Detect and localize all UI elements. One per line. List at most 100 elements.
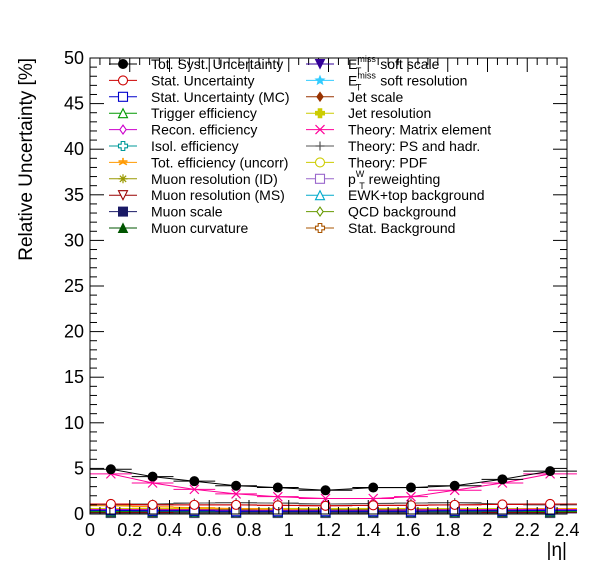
legend-entry: Recon. efficiency	[109, 122, 257, 138]
x-tick-label: 0.6	[197, 520, 222, 540]
y-tick-label: 25	[64, 276, 84, 296]
data-point	[231, 480, 242, 491]
x-tick-label: 2.2	[515, 520, 540, 540]
data-point	[272, 482, 283, 493]
x-tick-label: 2.4	[554, 520, 579, 540]
legend-marker	[314, 173, 326, 184]
legend-entry: Emiss T soft scale	[306, 54, 440, 76]
series-1	[90, 464, 577, 496]
series-2	[90, 498, 577, 511]
data-point	[231, 489, 242, 499]
y-tick-label: 5	[74, 458, 84, 478]
legend-label: Emiss T soft scale	[348, 54, 440, 76]
legend-label: Theory: PDF	[348, 154, 427, 170]
legend-entry: Stat. Uncertainty	[109, 72, 255, 88]
data-point	[545, 466, 556, 477]
legend-label: Recon. efficiency	[151, 122, 257, 138]
data-point	[105, 464, 116, 475]
x-tick-label: 0	[85, 520, 95, 540]
data-point	[189, 499, 200, 510]
legend-entry: Muon resolution (MS)	[109, 187, 285, 203]
y-axis: 0 5 10 15 20 25 30 35 40 45 50	[64, 48, 567, 524]
legend-label: Theory: PS and hadr.	[348, 138, 480, 154]
legend-label: Jet scale	[348, 89, 403, 105]
legend-marker	[314, 59, 326, 70]
legend-label: EWK+top background	[348, 187, 485, 203]
legend-entry: Muon scale	[109, 204, 223, 220]
x-tick-label: 1.8	[435, 520, 460, 540]
legend-marker	[315, 108, 325, 119]
data-point	[320, 500, 331, 511]
legend-entry: Tot. Syst. Uncertainty	[109, 56, 283, 72]
legend-label: Stat. Uncertainty	[151, 72, 255, 88]
data-point	[545, 498, 556, 510]
y-tick-label: 40	[64, 139, 84, 159]
data-point	[405, 500, 417, 511]
data-point	[272, 500, 283, 511]
data-point	[368, 500, 379, 511]
legend-marker	[314, 157, 326, 168]
legend-label: Isol. efficiency	[151, 138, 239, 154]
series-16	[90, 468, 577, 504]
legend-entry: pW T reweighting	[306, 169, 440, 191]
data-point	[320, 485, 331, 496]
x-tick-label: 1.6	[395, 520, 420, 540]
legend-marker	[119, 124, 127, 136]
legend-entry: Theory: Matrix element	[306, 122, 491, 138]
x-tick-label: 2	[482, 520, 492, 540]
data-point	[449, 499, 460, 510]
legend-entry: Stat. Background	[306, 220, 455, 236]
y-tick-label: 0	[74, 504, 84, 524]
legend-label: Theory: Matrix element	[348, 122, 491, 138]
legend-label: Muon curvature	[151, 220, 248, 236]
data-point	[147, 471, 158, 482]
data-point	[405, 482, 416, 493]
legend-marker	[117, 222, 129, 233]
y-tick-label: 30	[64, 230, 84, 250]
legend-entry: Emiss T soft resolution	[306, 70, 467, 92]
legend-entry: Theory: PDF	[306, 154, 427, 170]
data-point	[497, 474, 508, 485]
data-point	[105, 498, 116, 510]
legend-label: Emiss T soft resolution	[348, 70, 467, 92]
legend-label: Trigger efficiency	[151, 105, 257, 121]
x-tick-label: 1.4	[356, 520, 381, 540]
legend-marker	[314, 189, 326, 201]
data-point	[497, 499, 508, 510]
legend-entry: Muon resolution (ID)	[109, 171, 278, 187]
legend-entry: Jet scale	[306, 89, 403, 105]
legend-label: Tot. efficiency (uncorr)	[151, 154, 288, 170]
x-tick-label: 0.2	[117, 520, 142, 540]
legend-entry: Muon curvature	[109, 220, 248, 236]
x-tick-label: 0.8	[236, 520, 261, 540]
legend-marker	[118, 157, 128, 166]
legend-entry: Stat. Uncertainty (MC)	[109, 89, 289, 105]
legend-entry: Tot. efficiency (uncorr)	[109, 154, 288, 170]
legend-marker	[314, 74, 326, 86]
x-axis-title: |η|	[547, 540, 567, 561]
legend-entry: EWK+top background	[306, 187, 485, 203]
data-point	[147, 499, 158, 510]
legend-marker	[117, 140, 129, 152]
legend-label: Stat. Uncertainty (MC)	[151, 89, 289, 105]
data-point	[449, 480, 460, 491]
legend-label: pW T reweighting	[348, 169, 440, 191]
legend-marker	[117, 75, 129, 86]
legend-marker	[314, 222, 326, 234]
data-point	[189, 476, 200, 487]
legend-label: Muon resolution (MS)	[151, 187, 285, 203]
y-axis-title: Relative Uncertainty [%]	[16, 58, 37, 261]
plot-marks	[90, 464, 577, 519]
x-tick-label: 1.2	[316, 520, 341, 540]
legend-label: Jet resolution	[348, 105, 431, 121]
legend-label: QCD background	[348, 204, 456, 220]
legend-label: Tot. Syst. Uncertainty	[151, 56, 283, 72]
x-axis: 0 0.2 0.4 0.6 0.8 1 1.2 1.4 1.6 1.8 2 2.2 2.4	[85, 58, 580, 540]
legend-entry: Theory: PS and hadr.	[306, 138, 480, 154]
legend-marker	[117, 91, 129, 102]
y-tick-label: 45	[64, 94, 84, 114]
legend-marker	[315, 124, 325, 135]
